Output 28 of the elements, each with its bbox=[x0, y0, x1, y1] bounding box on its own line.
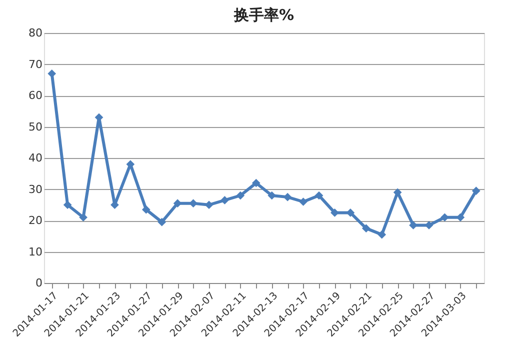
y-tick-label: 10 bbox=[28, 245, 42, 258]
point bbox=[158, 218, 166, 226]
point bbox=[63, 200, 72, 210]
point bbox=[48, 69, 56, 78]
point bbox=[299, 198, 308, 206]
point bbox=[142, 205, 150, 214]
point bbox=[440, 213, 449, 222]
point bbox=[378, 230, 386, 239]
y-tick-label: 0 bbox=[36, 276, 42, 290]
point bbox=[252, 178, 260, 188]
point bbox=[362, 224, 370, 232]
point bbox=[314, 191, 324, 200]
y-tick-label: 50 bbox=[28, 120, 42, 134]
point bbox=[409, 221, 418, 230]
y-tick-label: 30 bbox=[28, 182, 42, 196]
y-tick-label: 60 bbox=[28, 89, 42, 102]
y-tick-label: 70 bbox=[28, 58, 42, 71]
y-tick-label: 80 bbox=[28, 26, 42, 40]
point bbox=[79, 213, 88, 222]
y-tick-label: 20 bbox=[28, 214, 42, 227]
point bbox=[393, 188, 402, 197]
point bbox=[283, 192, 292, 202]
point bbox=[220, 196, 229, 204]
y-tick-label: 40 bbox=[28, 152, 42, 164]
chart-title: 换手率% bbox=[232, 6, 294, 24]
point bbox=[236, 191, 245, 200]
point bbox=[189, 199, 198, 208]
point bbox=[472, 186, 480, 195]
